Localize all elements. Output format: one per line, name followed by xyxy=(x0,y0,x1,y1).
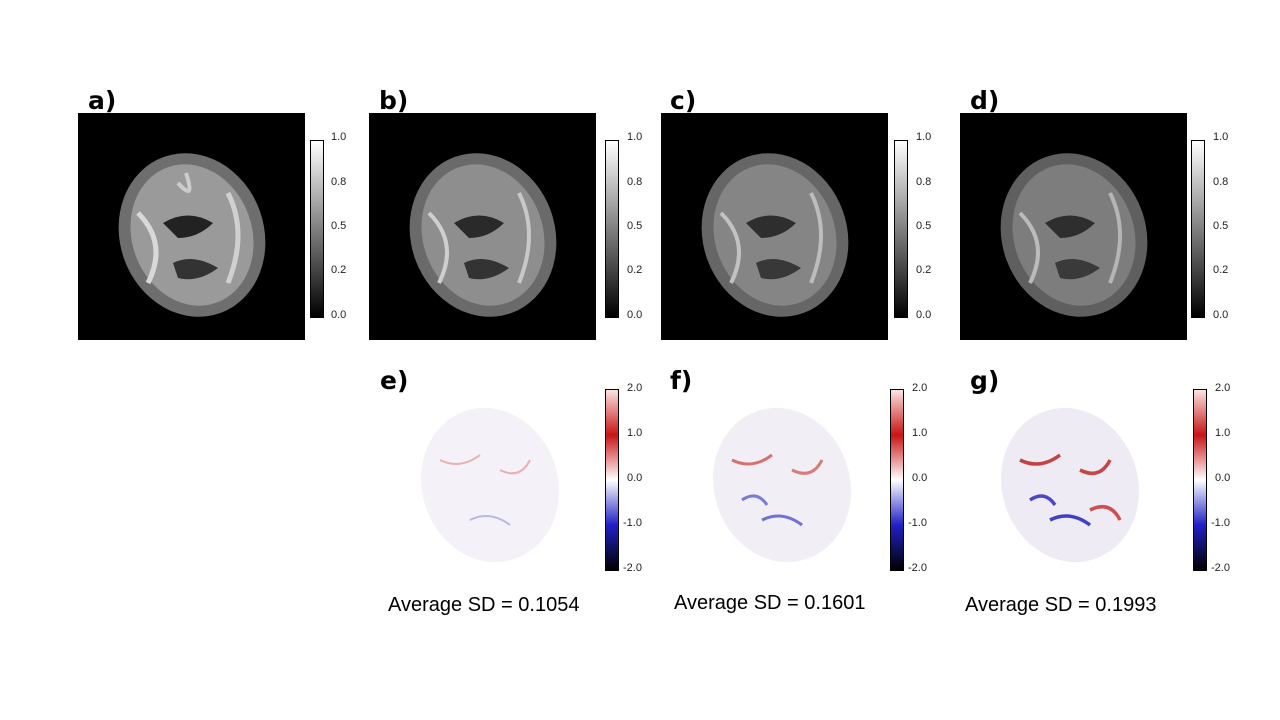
difference-colorbar-g xyxy=(1193,389,1207,571)
tick-e-0: 2.0 xyxy=(627,382,643,394)
difference-colorbar-e xyxy=(605,389,619,571)
difference-map-g xyxy=(990,400,1150,570)
tick-a-3: 0.2 xyxy=(331,264,347,276)
brain-slice-d xyxy=(1000,153,1148,317)
tick-e-2: 0.0 xyxy=(627,472,643,484)
tick-f-0: 2.0 xyxy=(912,382,928,394)
tick-b-2: 0.5 xyxy=(627,220,643,232)
tick-d-4: 0.0 xyxy=(1213,309,1229,321)
mri-image-a xyxy=(78,113,305,340)
brain-slice-a xyxy=(118,153,266,317)
grayscale-colorbar-b xyxy=(605,140,619,318)
difference-map-g-image xyxy=(1000,407,1140,563)
difference-colorbar-f xyxy=(890,389,904,571)
tick-f-2: 0.0 xyxy=(912,472,928,484)
difference-map-e-image xyxy=(420,407,560,563)
tick-a-4: 0.0 xyxy=(331,309,347,321)
tick-b-4: 0.0 xyxy=(627,309,643,321)
tick-g-2: 0.0 xyxy=(1215,472,1231,484)
tick-c-1: 0.8 xyxy=(916,176,932,188)
tick-b-1: 0.8 xyxy=(627,176,643,188)
tick-a-1: 0.8 xyxy=(331,176,347,188)
brain-slice-b xyxy=(409,153,557,317)
tick-f-4: -2.0 xyxy=(908,562,927,574)
panel-label-d: d) xyxy=(970,86,1000,115)
difference-map-f xyxy=(702,400,862,570)
mri-image-d xyxy=(960,113,1187,340)
panel-label-e: e) xyxy=(380,366,409,395)
grayscale-colorbar-d xyxy=(1191,140,1205,318)
panel-label-g: g) xyxy=(970,366,1000,395)
brain-slice-c xyxy=(701,153,849,317)
tick-c-3: 0.2 xyxy=(916,264,932,276)
tick-g-4: -2.0 xyxy=(1211,562,1230,574)
grayscale-colorbar-a xyxy=(310,140,324,318)
tick-e-1: 1.0 xyxy=(627,427,643,439)
tick-a-2: 0.5 xyxy=(331,220,347,232)
caption-f: Average SD = 0.1601 xyxy=(674,592,866,614)
mri-image-b xyxy=(369,113,596,340)
tick-c-2: 0.5 xyxy=(916,220,932,232)
difference-map-f-image xyxy=(712,407,852,563)
tick-c-0: 1.0 xyxy=(916,131,932,143)
tick-d-1: 0.8 xyxy=(1213,176,1229,188)
panel-label-f: f) xyxy=(670,366,693,395)
tick-d-2: 0.5 xyxy=(1213,220,1229,232)
tick-f-3: -1.0 xyxy=(908,517,927,529)
panel-label-c: c) xyxy=(670,86,697,115)
difference-map-e xyxy=(410,400,570,570)
caption-e: Average SD = 0.1054 xyxy=(388,594,580,616)
tick-c-4: 0.0 xyxy=(916,309,932,321)
tick-g-3: -1.0 xyxy=(1211,517,1230,529)
caption-g: Average SD = 0.1993 xyxy=(965,594,1157,616)
mri-image-c xyxy=(661,113,888,340)
tick-g-1: 1.0 xyxy=(1215,427,1231,439)
tick-e-4: -2.0 xyxy=(623,562,642,574)
panel-label-b: b) xyxy=(379,86,409,115)
tick-g-0: 2.0 xyxy=(1215,382,1231,394)
tick-b-3: 0.2 xyxy=(627,264,643,276)
panel-label-a: a) xyxy=(88,86,117,115)
tick-e-3: -1.0 xyxy=(623,517,642,529)
tick-f-1: 1.0 xyxy=(912,427,928,439)
tick-d-0: 1.0 xyxy=(1213,131,1229,143)
grayscale-colorbar-c xyxy=(894,140,908,318)
tick-b-0: 1.0 xyxy=(627,131,643,143)
tick-d-3: 0.2 xyxy=(1213,264,1229,276)
tick-a-0: 1.0 xyxy=(331,131,347,143)
